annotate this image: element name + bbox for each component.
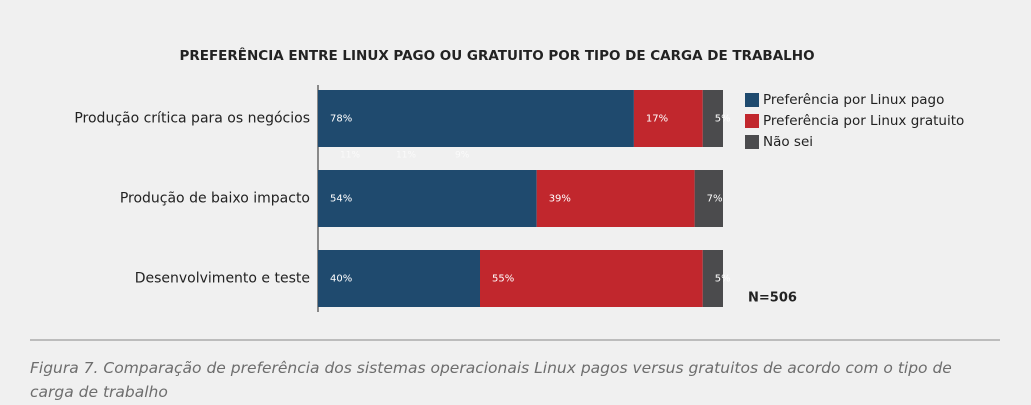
category-label: Produção crítica para os negócios — [74, 111, 310, 127]
bar-segment — [318, 170, 537, 227]
category-label: Produção de baixo impacto — [120, 191, 310, 207]
value-label: 39% — [549, 194, 571, 205]
value-label: 55% — [492, 274, 514, 285]
bar-segment — [702, 250, 723, 307]
bar-segment — [633, 90, 703, 147]
value-label: 40% — [330, 274, 352, 285]
ghost-label: 11% — [396, 151, 416, 161]
bar-segment — [480, 250, 703, 307]
value-label: 78% — [330, 114, 352, 125]
bar-segment — [318, 90, 634, 147]
legend-label: Não sei — [763, 134, 813, 150]
bar-segment — [318, 250, 480, 307]
legend-swatch — [745, 93, 759, 107]
legend-label: Preferência por Linux gratuito — [763, 113, 964, 129]
sample-size: N=506 — [748, 291, 797, 306]
bar-segment — [536, 170, 695, 227]
bar-segment — [702, 90, 723, 147]
ghost-label: 11% — [340, 151, 360, 161]
legend-swatch — [745, 135, 759, 149]
value-label: 5% — [715, 114, 731, 125]
value-label: 17% — [646, 114, 668, 125]
value-label: 5% — [715, 274, 731, 285]
legend-label: Preferência por Linux pago — [763, 92, 944, 108]
chart: PREFERÊNCIA ENTRE LINUX PAGO OU GRATUITO… — [30, 47, 1000, 341]
value-label: 7% — [707, 194, 723, 205]
caption: Figura 7. Comparação de preferência dos … — [30, 359, 952, 401]
chart-title: PREFERÊNCIA ENTRE LINUX PAGO OU GRATUITO… — [179, 47, 814, 64]
category-label: Desenvolvimento e teste — [135, 271, 310, 287]
value-label: 54% — [330, 194, 352, 205]
ghost-label: 9% — [455, 151, 470, 161]
bar-segment — [694, 170, 723, 227]
legend-swatch — [745, 114, 759, 128]
